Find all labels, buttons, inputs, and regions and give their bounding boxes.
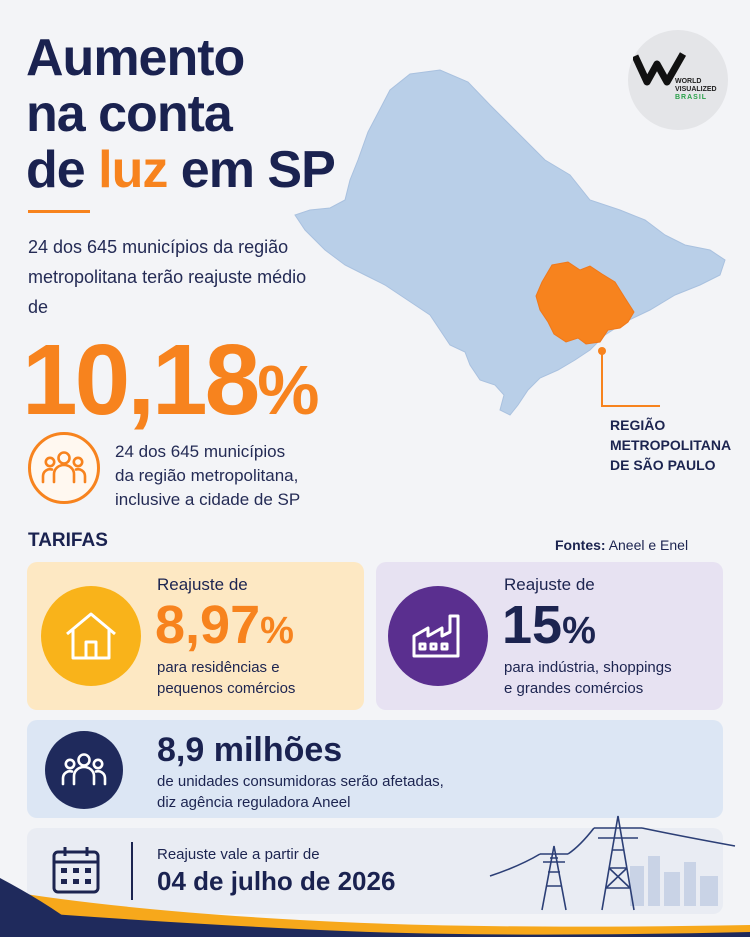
municipalities-note: 24 dos 645 municípios da região metropol… (115, 442, 301, 509)
house-icon (41, 586, 141, 686)
date-divider (131, 842, 133, 900)
bottom-wave-decoration (0, 878, 750, 937)
effective-label: Reajuste vale a partir de (157, 846, 320, 863)
page-title: Aumento na conta de luz em SP (26, 29, 336, 199)
intro-text: 24 dos 645 municípios da região metropol… (28, 237, 307, 317)
sources-note: Fontes: Aneel e Enel (555, 537, 689, 553)
logo-mark-icon (633, 52, 687, 86)
calendar-icon (52, 847, 100, 894)
consumers-card (27, 720, 723, 818)
power-towers-icon (489, 815, 736, 911)
title-accent: luz (98, 141, 168, 199)
average-increase-value: 10,18% (22, 324, 320, 436)
residential-description: para residências e pequenos comércios (157, 659, 296, 697)
industrial-description: para indústria, shoppings e grandes comé… (504, 659, 672, 697)
metro-region-label: REGIÃO METROPOLITANA DE SÃO PAULO (610, 417, 732, 473)
industrial-label: Reajuste de (504, 575, 595, 594)
consumers-count: 8,9 milhões (157, 731, 343, 769)
residential-value: 8,97% (155, 595, 294, 655)
title-divider (28, 210, 90, 213)
people-icon (45, 731, 123, 809)
residential-label: Reajuste de (157, 575, 248, 594)
state-shape (294, 69, 726, 416)
metro-region-shape (535, 261, 635, 345)
consumers-description: de unidades consumidoras serão afetadas,… (157, 773, 444, 811)
effective-date-card (27, 828, 723, 914)
industrial-value: 15% (502, 595, 596, 655)
sao-paulo-state-map (294, 69, 726, 416)
people-icon (28, 432, 100, 504)
tarifas-heading: TARIFAS (28, 530, 108, 551)
logo-text: WORLD VISUALIZED BRASIL (675, 78, 717, 101)
metro-leader-line (601, 351, 660, 407)
factory-icon (388, 586, 488, 686)
effective-date: 04 de julho de 2026 (157, 866, 396, 896)
